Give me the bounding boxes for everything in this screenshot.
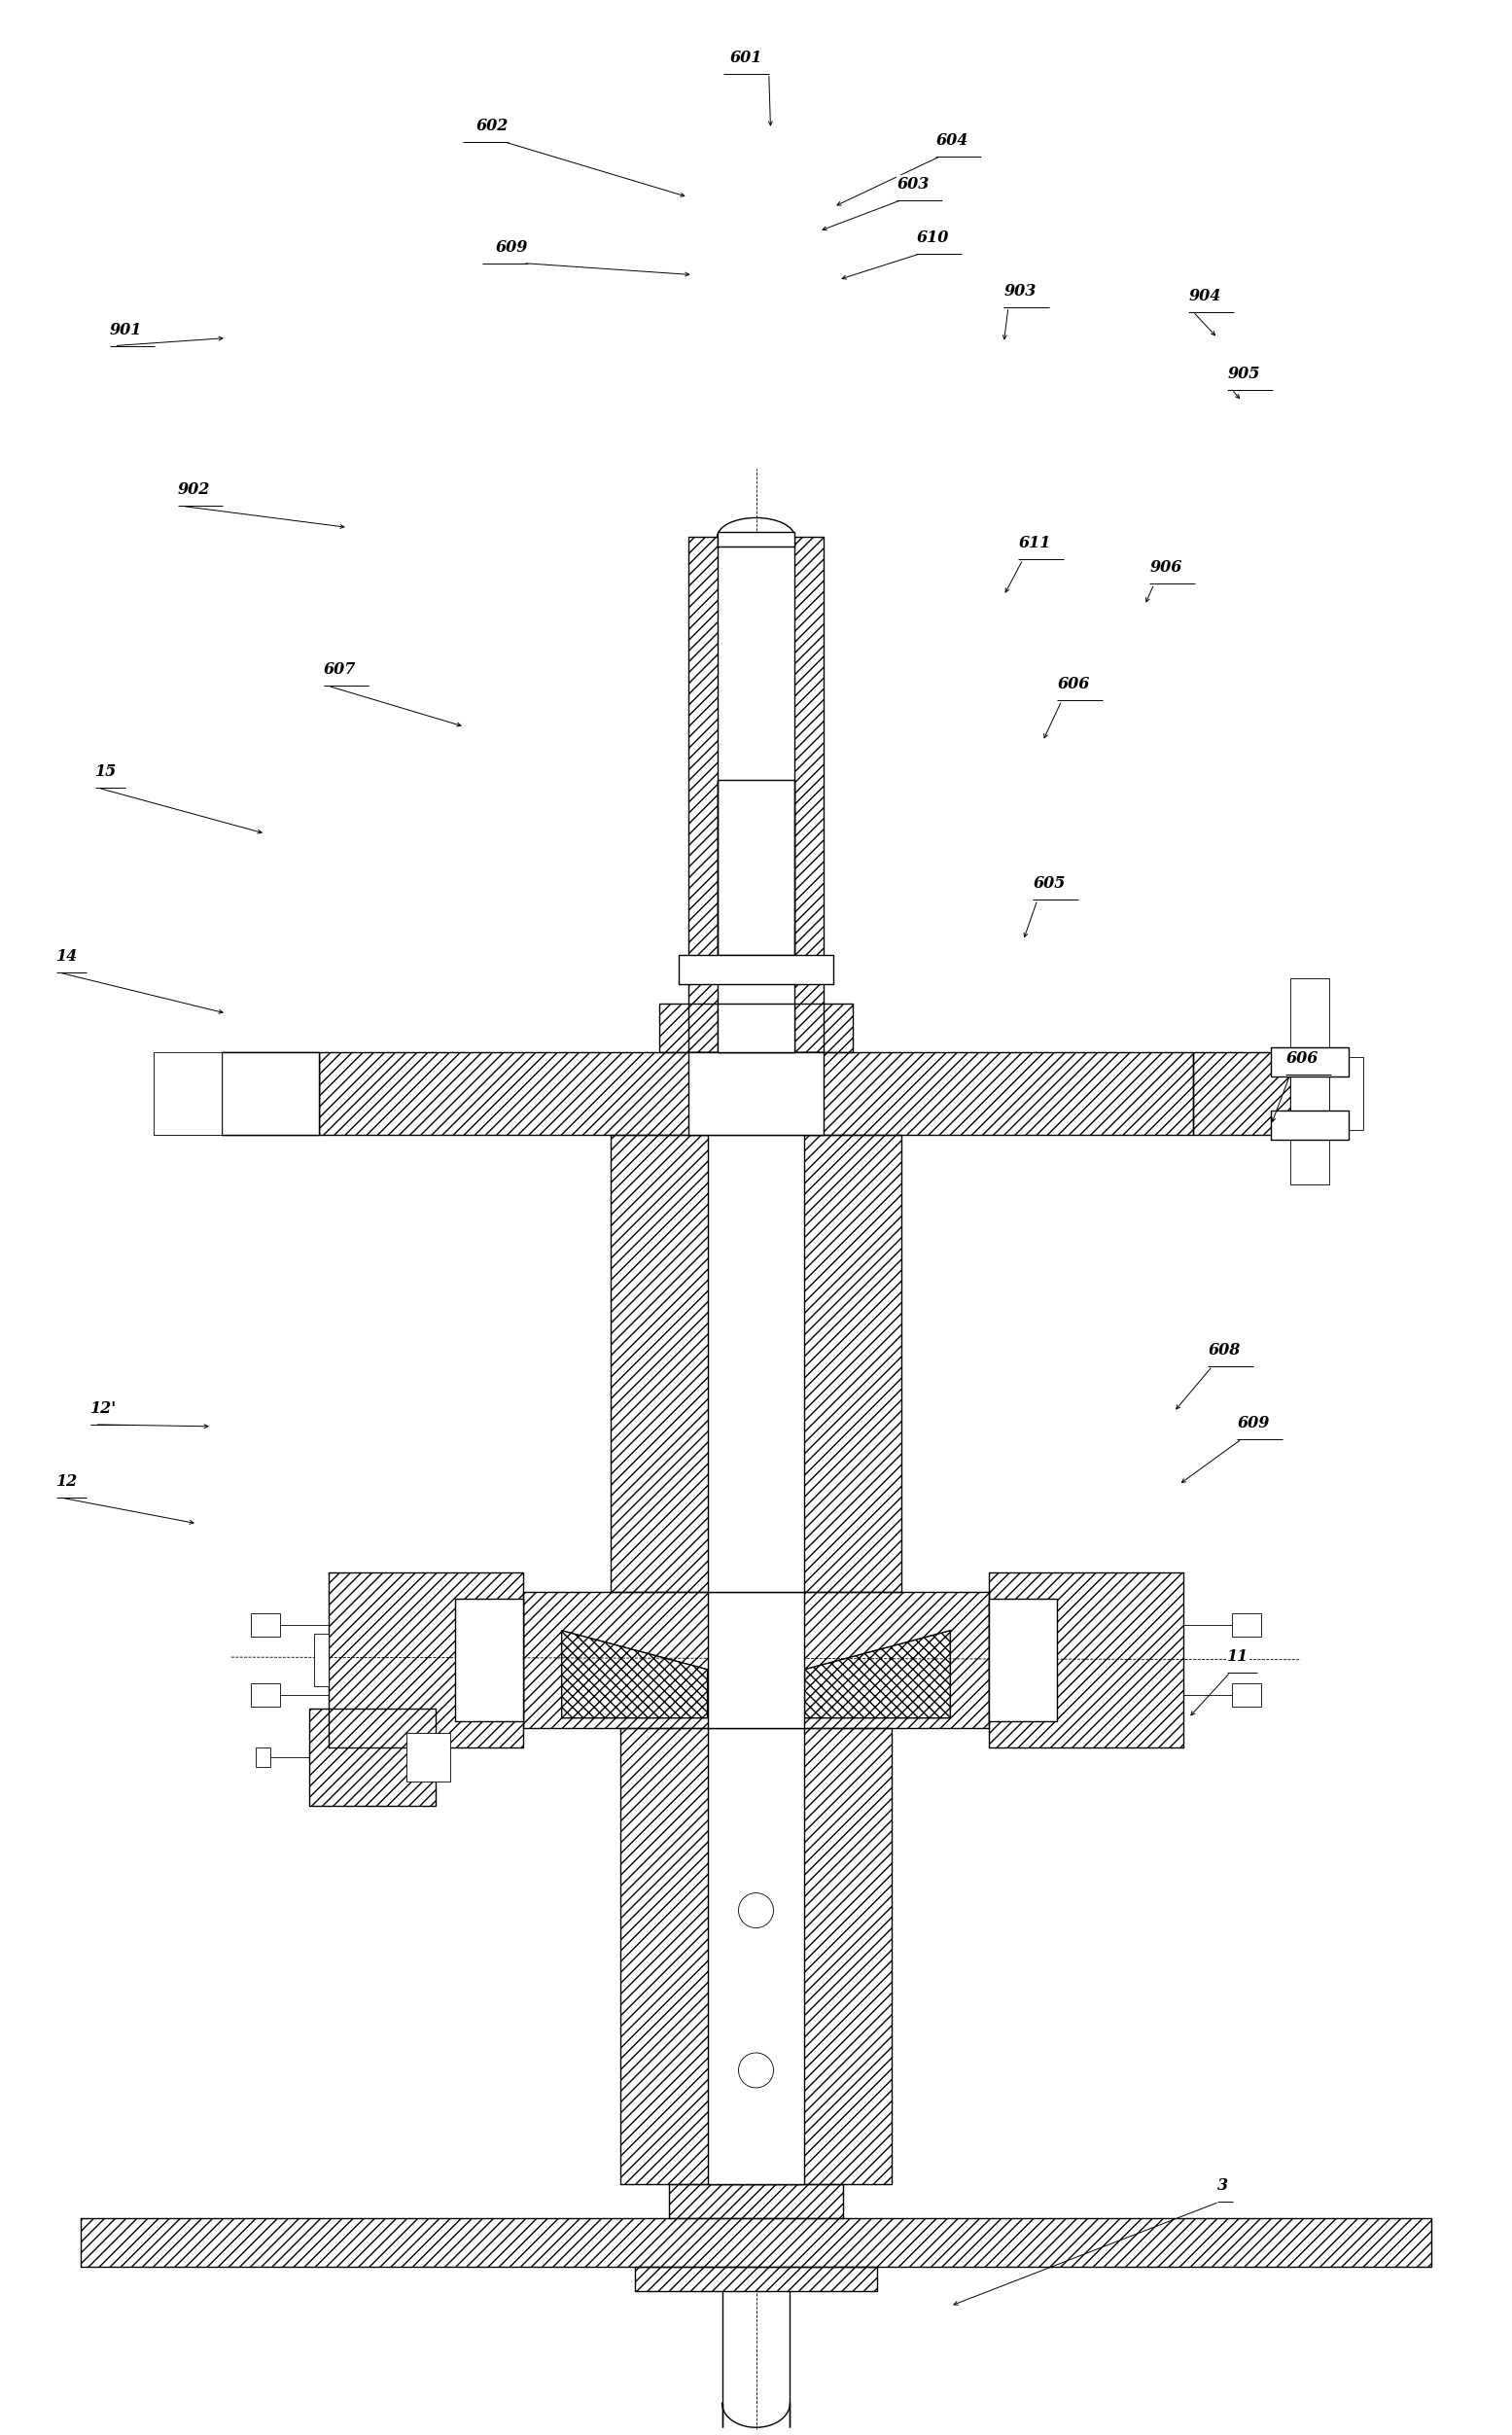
Bar (688, 538, 824, 1052)
Bar (455, 1597, 523, 1722)
Bar (611, 1135, 901, 1592)
Circle shape (738, 1892, 774, 1929)
Bar (620, 1729, 892, 2184)
Bar (251, 1612, 280, 1636)
Bar (668, 2184, 844, 2218)
Bar (319, 1052, 1193, 1135)
Bar (222, 1052, 319, 1135)
Bar (308, 1709, 435, 1804)
Text: 603: 603 (897, 175, 930, 192)
Text: 609: 609 (496, 239, 528, 256)
Bar (251, 1683, 280, 1707)
Bar (717, 779, 795, 955)
Text: 604: 604 (936, 131, 968, 149)
Text: 607: 607 (324, 662, 355, 677)
Text: 901: 901 (110, 321, 142, 338)
Text: 608: 608 (1208, 1342, 1240, 1359)
Text: 602: 602 (476, 117, 508, 134)
Bar (620, 1729, 892, 2184)
Bar (319, 1052, 1193, 1135)
Bar (659, 1003, 853, 1052)
Bar (523, 1592, 989, 1729)
Text: 12: 12 (56, 1473, 79, 1490)
Bar (989, 1597, 1057, 1722)
Bar (1193, 1052, 1290, 1135)
Bar (717, 779, 795, 955)
Bar (708, 1729, 804, 2184)
Bar (523, 1592, 989, 1729)
Bar (717, 779, 795, 955)
Bar (688, 1052, 824, 1135)
Text: 903: 903 (1004, 282, 1036, 300)
Bar (1193, 1052, 1290, 1135)
Text: 904: 904 (1188, 287, 1220, 304)
Bar (635, 2267, 877, 2291)
Text: 606: 606 (1057, 677, 1090, 692)
Text: 15: 15 (95, 765, 116, 779)
Text: 12': 12' (91, 1400, 116, 1417)
Text: 601: 601 (730, 49, 762, 66)
Bar (222, 1052, 319, 1135)
Bar (717, 538, 795, 1052)
Bar (688, 538, 824, 1052)
Bar (679, 955, 833, 984)
Bar (1272, 1047, 1349, 1076)
Bar (1329, 1057, 1364, 1130)
Text: 906: 906 (1149, 560, 1182, 577)
Bar (1232, 1612, 1261, 1636)
Circle shape (738, 2053, 774, 2087)
Text: 11: 11 (1228, 1648, 1249, 1666)
Text: 3: 3 (1217, 2177, 1228, 2194)
Bar (80, 2218, 1432, 2267)
Bar (308, 1709, 435, 1804)
Text: 905: 905 (1228, 365, 1259, 382)
Bar (989, 1573, 1184, 1748)
Bar (314, 1634, 328, 1685)
Bar (659, 1003, 853, 1052)
Text: 611: 611 (1019, 536, 1051, 553)
Bar (989, 1573, 1184, 1748)
Bar (1290, 979, 1329, 1183)
Bar (154, 1052, 222, 1135)
Polygon shape (804, 1631, 951, 1719)
Bar (256, 1748, 271, 1765)
Bar (1232, 1683, 1261, 1707)
Bar (708, 1592, 804, 1729)
Bar (668, 2184, 844, 2218)
Text: 14: 14 (56, 947, 79, 964)
Text: 605: 605 (1033, 877, 1066, 891)
Text: 606: 606 (1285, 1049, 1318, 1067)
Polygon shape (561, 1631, 708, 1719)
Bar (611, 1135, 901, 1592)
Text: 902: 902 (178, 482, 210, 499)
Bar (222, 1052, 319, 1135)
Bar (328, 1573, 523, 1748)
Bar (407, 1734, 451, 1780)
Bar (635, 2267, 877, 2291)
Text: 610: 610 (916, 229, 950, 246)
Bar (717, 1003, 795, 1052)
Text: 609: 609 (1237, 1415, 1270, 1432)
Bar (717, 533, 795, 548)
Bar (328, 1573, 523, 1748)
Bar (80, 2218, 1432, 2267)
Bar (1272, 1110, 1349, 1140)
Bar (708, 1135, 804, 1592)
